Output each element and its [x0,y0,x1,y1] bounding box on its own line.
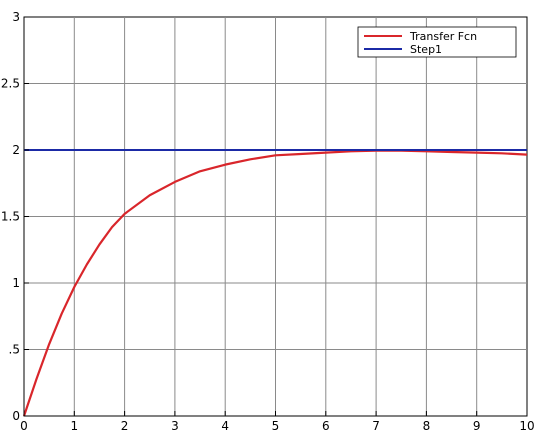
legend-box [357,26,517,58]
y-tick-label: 1.5 [1,210,20,224]
y-tick-label: 0 [12,409,20,423]
axis-ticks: 0 1 2 3 4 5 6 7 8 9 10 0 .5 1 1.5 2 2.5 3 [1,10,535,433]
y-tick-label: 1 [12,276,20,290]
y-tick-label: .5 [9,343,20,357]
x-tick-label: 3 [171,419,179,433]
legend-label: Transfer Fcn [409,30,477,43]
legend-label: Step1 [410,43,442,56]
x-tick-label: 5 [272,419,280,433]
y-tick-label: 2.5 [1,77,20,91]
transfer-fcn-series-line [22,149,528,417]
x-tick-label: 7 [372,419,380,433]
y-tick-label: 3 [12,10,20,24]
x-tick-label: 6 [322,419,330,433]
x-tick-label: 2 [121,419,129,433]
x-tick-label: 4 [221,419,229,433]
series-lines [22,149,528,417]
y-tick-label: 2 [12,143,20,157]
x-tick-label: 8 [423,419,431,433]
x-tick-label: 1 [70,419,78,433]
x-tick-label: 9 [473,419,481,433]
x-tick-label: 0 [20,419,28,433]
x-tick-label: 10 [519,419,534,433]
